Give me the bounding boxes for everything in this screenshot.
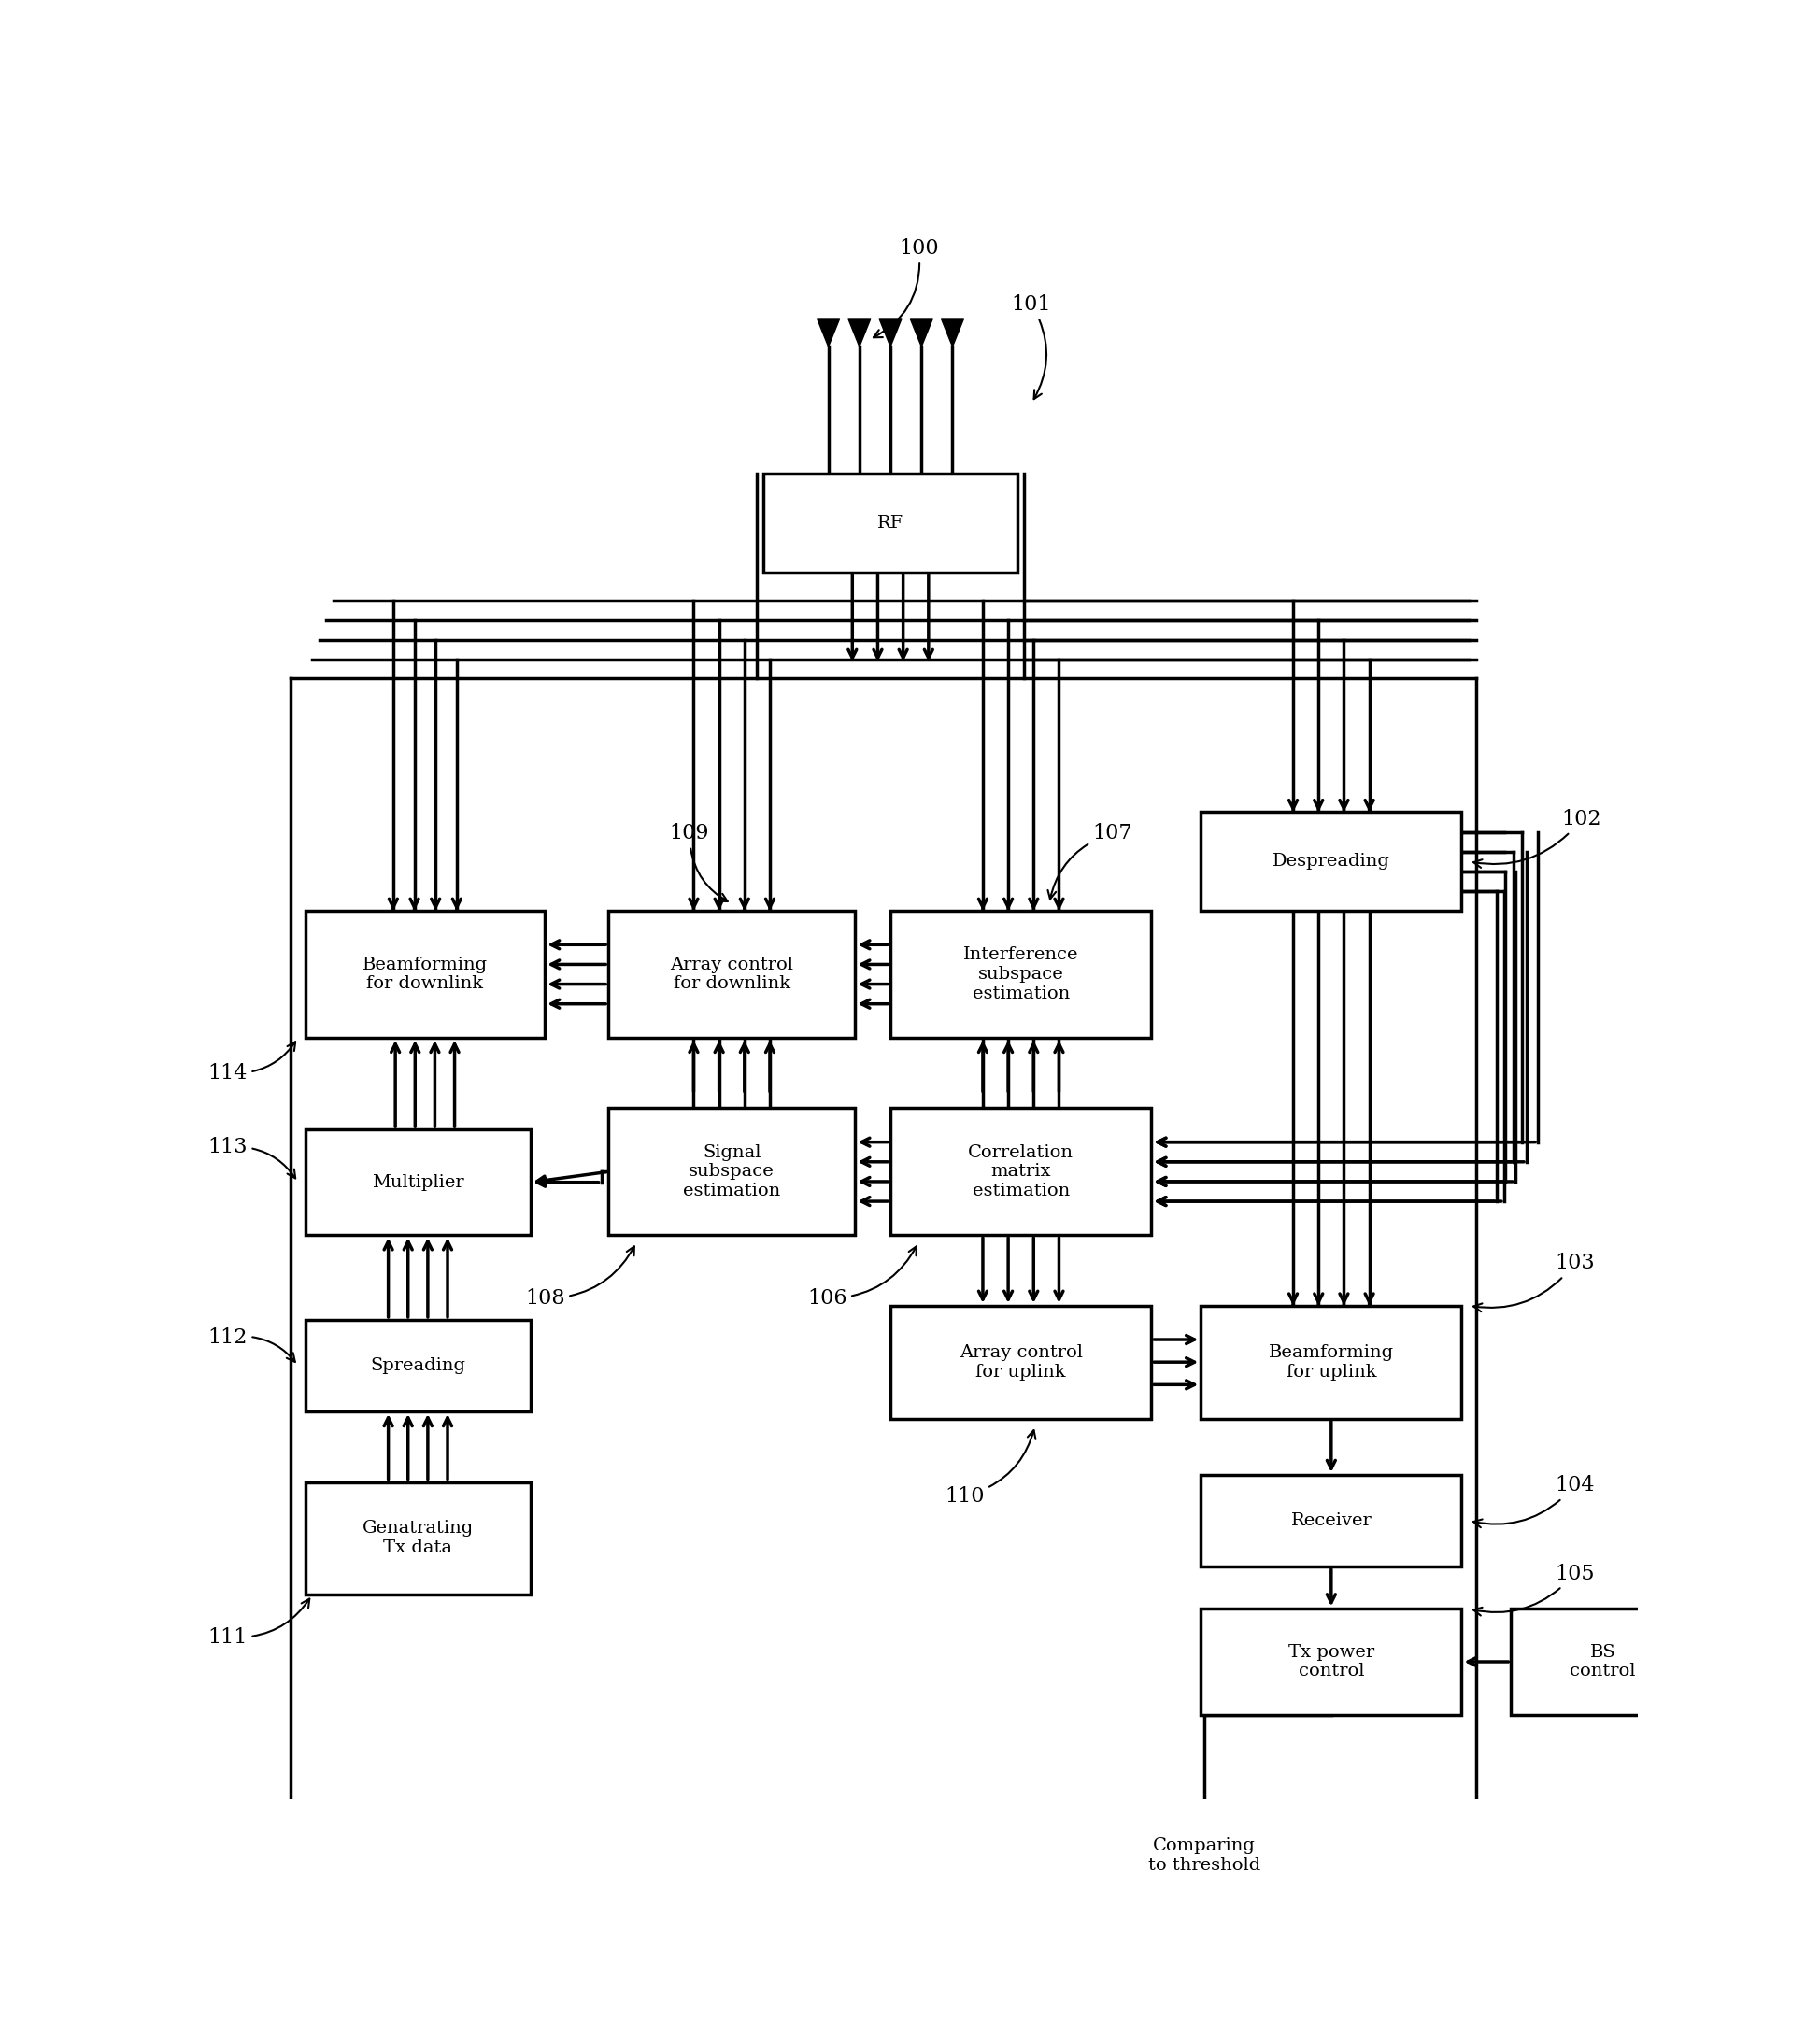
Bar (890, 1109, 1152, 1234)
Text: 100: 100 (874, 237, 939, 336)
Text: 106: 106 (806, 1247, 917, 1309)
Text: 101: 101 (1012, 294, 1052, 399)
Text: Multiplier: Multiplier (371, 1174, 464, 1190)
Bar (608, 910, 855, 1038)
Text: 110: 110 (945, 1431, 1036, 1506)
Text: Spreading: Spreading (369, 1358, 466, 1374)
Polygon shape (910, 318, 934, 347)
Text: 111: 111 (207, 1599, 309, 1648)
Text: 109: 109 (670, 823, 728, 902)
Text: Signal
subspace
estimation: Signal subspace estimation (682, 1143, 781, 1200)
Polygon shape (848, 318, 870, 347)
Bar (1201, 1476, 1461, 1567)
Bar (1201, 1609, 1461, 1715)
Text: Despreading: Despreading (1272, 853, 1390, 870)
Text: Beamforming
for uplink: Beamforming for uplink (1269, 1344, 1394, 1380)
Text: Tx power
control: Tx power control (1289, 1644, 1374, 1680)
Text: Array control
for downlink: Array control for downlink (670, 957, 794, 993)
Text: Genatrating
Tx data: Genatrating Tx data (362, 1520, 473, 1557)
Text: Beamforming
for downlink: Beamforming for downlink (362, 957, 488, 993)
Bar (1074, 1806, 1334, 1905)
Text: Interference
subspace
estimation: Interference subspace estimation (963, 947, 1079, 1001)
Bar (608, 1109, 855, 1234)
Text: 105: 105 (1474, 1563, 1594, 1616)
Text: BS
control: BS control (1571, 1644, 1636, 1680)
Text: Array control
for uplink: Array control for uplink (959, 1344, 1083, 1380)
Bar (1511, 1609, 1694, 1715)
Polygon shape (817, 318, 839, 347)
Bar (306, 910, 544, 1038)
Text: 102: 102 (1474, 809, 1602, 868)
Bar (306, 1482, 531, 1595)
Bar (890, 1305, 1152, 1419)
Text: RF: RF (877, 515, 905, 531)
Polygon shape (941, 318, 965, 347)
Polygon shape (879, 318, 901, 347)
Bar (1201, 813, 1461, 910)
Bar (890, 910, 1152, 1038)
Text: 107: 107 (1048, 823, 1132, 900)
Text: 108: 108 (524, 1247, 635, 1309)
Bar (1201, 1305, 1461, 1419)
Text: Comparing
to threshold: Comparing to threshold (1148, 1838, 1261, 1873)
Text: 112: 112 (207, 1328, 295, 1362)
Bar (306, 1320, 531, 1411)
Text: Receiver: Receiver (1290, 1512, 1372, 1528)
Bar (306, 1129, 531, 1234)
Bar (764, 474, 1017, 572)
Text: 113: 113 (207, 1137, 295, 1178)
Text: 103: 103 (1474, 1253, 1594, 1311)
Text: Correlation
matrix
estimation: Correlation matrix estimation (968, 1143, 1074, 1200)
Text: 104: 104 (1474, 1476, 1594, 1528)
Text: 114: 114 (207, 1042, 295, 1082)
